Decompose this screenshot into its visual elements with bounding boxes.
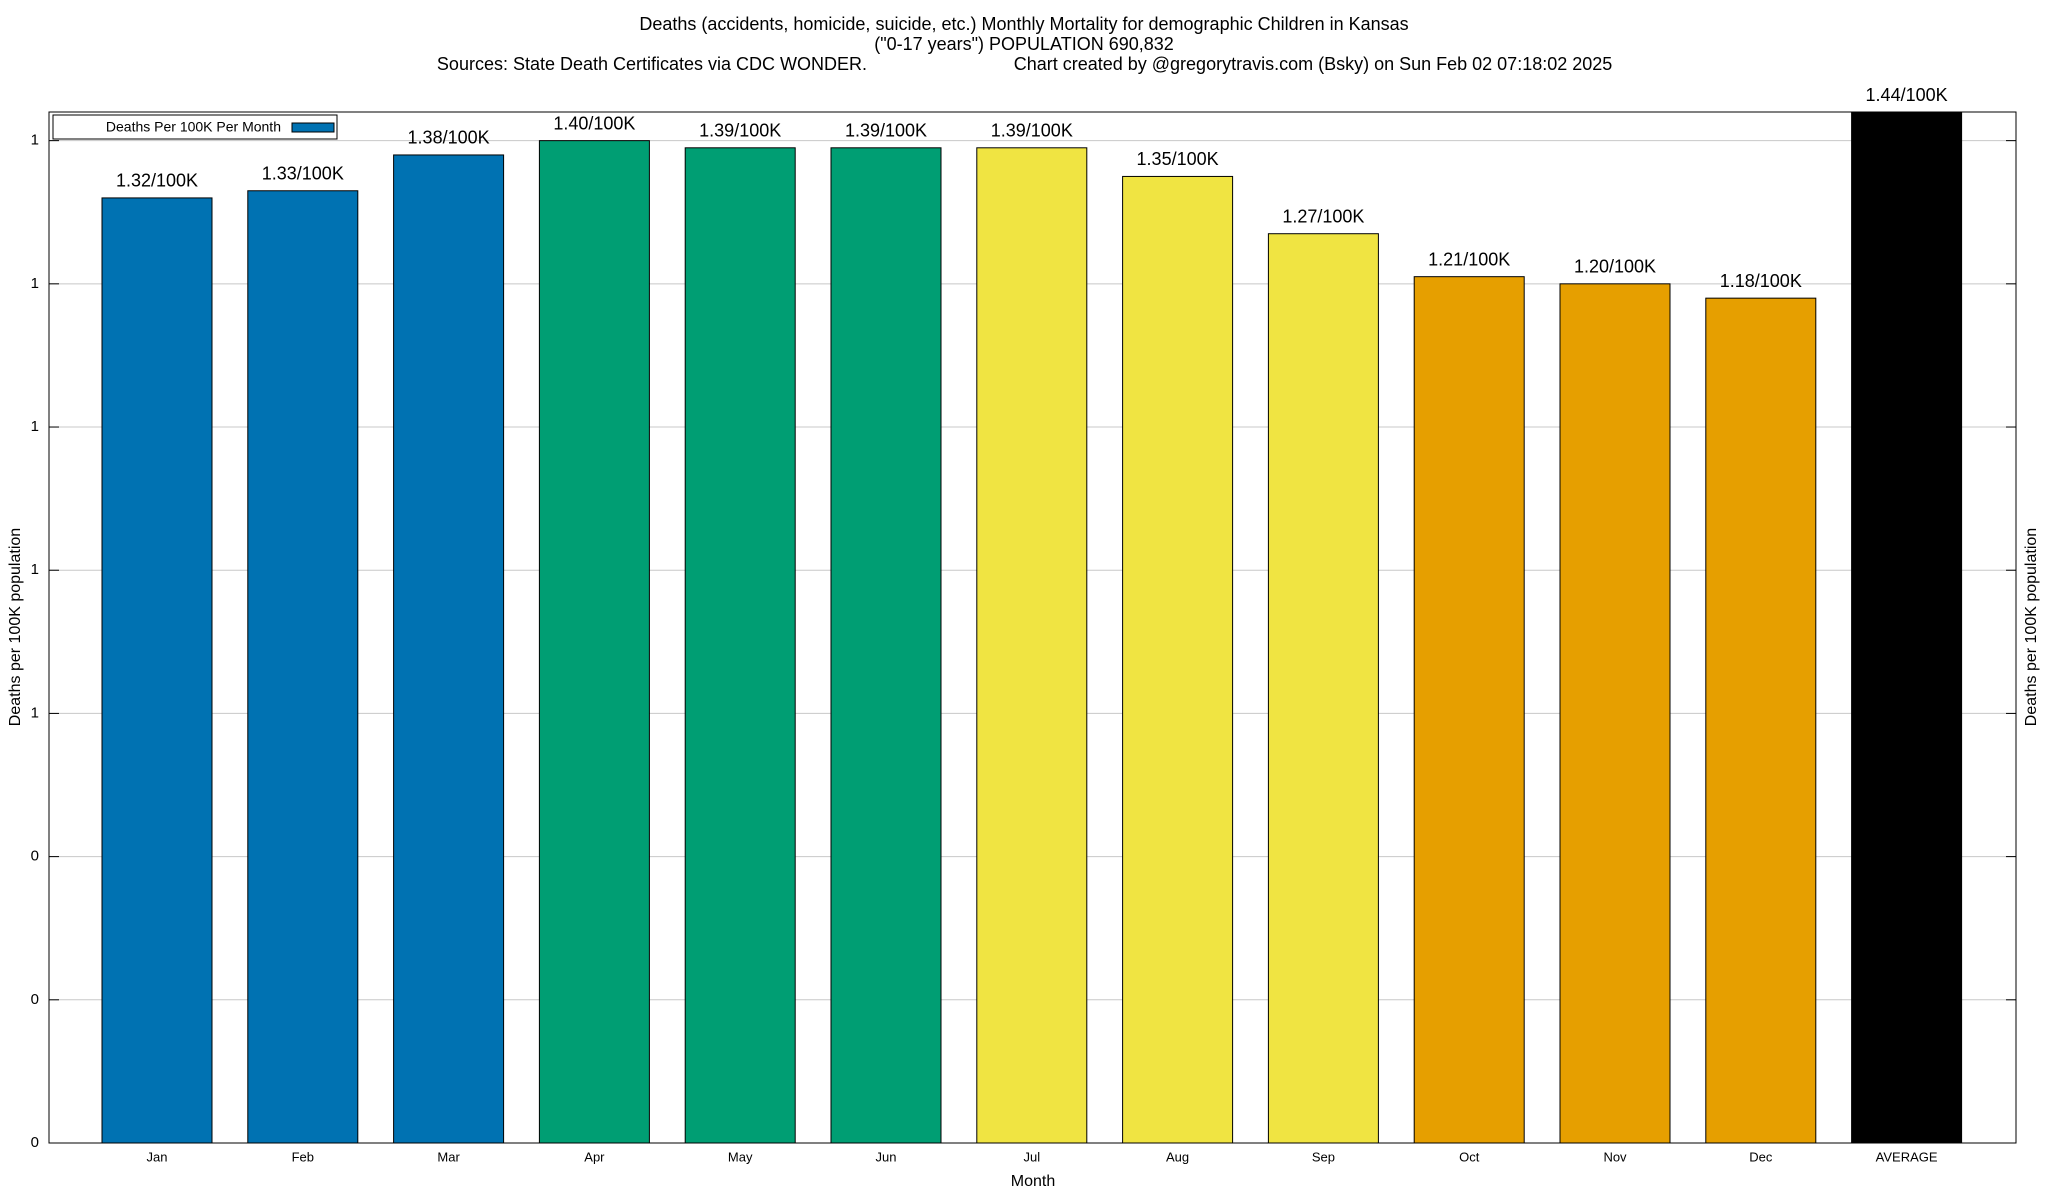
data-label: 1.35/100K [1137, 149, 1219, 169]
bar [1122, 175, 1234, 1144]
data-label: 1.39/100K [699, 121, 781, 141]
chart-subtitle: ("0-17 years") POPULATION 690,832 [874, 34, 1174, 54]
y-tick-label: 1 [31, 418, 39, 435]
x-tick-label: Dec [1749, 1149, 1773, 1164]
bar [393, 154, 505, 1144]
data-label: 1.44/100K [1866, 85, 1948, 105]
x-tick-label: Aug [1166, 1149, 1189, 1164]
data-label: 1.18/100K [1720, 271, 1802, 291]
y-tick-label: 0 [31, 991, 39, 1008]
data-label: 1.40/100K [553, 113, 635, 133]
x-tick-label: Feb [292, 1149, 314, 1164]
credit-note: Chart created by @gregorytravis.com (Bsk… [1014, 54, 1613, 74]
legend-label: Deaths Per 100K Per Month [106, 119, 281, 135]
bar [1413, 276, 1525, 1144]
y-tick-label: 0 [31, 1134, 39, 1151]
data-label: 1.27/100K [1282, 206, 1364, 226]
legend-swatch [291, 122, 335, 133]
data-label: 1.38/100K [408, 128, 490, 148]
x-tick-label: Mar [437, 1149, 460, 1164]
x-tick-label: Nov [1603, 1149, 1627, 1164]
bar [830, 147, 942, 1144]
bar [1705, 297, 1817, 1144]
data-label: 1.21/100K [1428, 249, 1510, 269]
plot-frame [48, 111, 2017, 1144]
y-axis-label: Deaths per 100K population [7, 528, 24, 726]
bar [1559, 283, 1671, 1144]
bar [538, 140, 650, 1144]
x-tick-label: May [728, 1149, 753, 1164]
legend-box [52, 114, 338, 140]
bar [1851, 111, 1963, 1144]
bar [1267, 233, 1379, 1144]
data-label: 1.39/100K [991, 121, 1073, 141]
source-note: Sources: State Death Certificates via CD… [437, 54, 867, 74]
y2-axis-label: Deaths per 100K population [2023, 528, 2040, 726]
x-axis-label: Month [1011, 1173, 1055, 1190]
x-tick-label: AVERAGE [1876, 1149, 1938, 1164]
bar [247, 190, 359, 1144]
y-tick-label: 1 [31, 561, 39, 578]
data-label: 1.32/100K [116, 171, 198, 191]
x-tick-label: Apr [584, 1149, 605, 1164]
chart-title: Deaths (accidents, homicide, suicide, et… [639, 14, 1408, 34]
bar [976, 147, 1088, 1144]
x-tick-label: Sep [1312, 1149, 1335, 1164]
bar [101, 197, 213, 1144]
y-tick-label: 0 [31, 848, 39, 865]
x-tick-label: Jun [876, 1149, 897, 1164]
bar [684, 147, 796, 1144]
y-tick-label: 1 [31, 704, 39, 721]
y-tick-label: 1 [31, 275, 39, 292]
x-tick-label: Oct [1459, 1149, 1480, 1164]
y-tick-label: 1 [31, 132, 39, 149]
data-label: 1.20/100K [1574, 257, 1656, 277]
x-tick-label: Jul [1023, 1149, 1040, 1164]
data-label: 1.39/100K [845, 121, 927, 141]
data-label: 1.33/100K [262, 164, 344, 184]
x-tick-label: Jan [147, 1149, 168, 1164]
